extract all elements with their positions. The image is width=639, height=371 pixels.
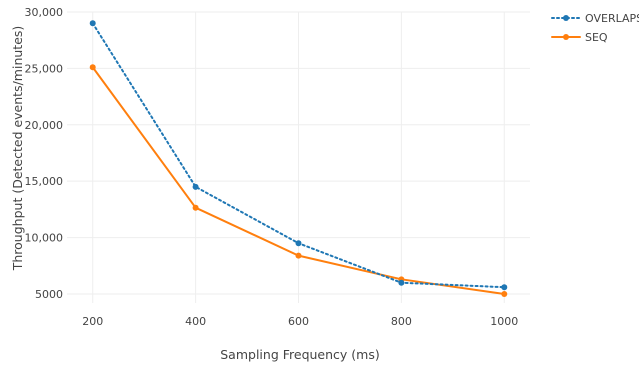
- data-point-seq: [501, 290, 508, 297]
- legend-label-overlaps: OVERLAPS: [585, 12, 639, 25]
- data-point-overlaps: [89, 20, 96, 27]
- x-tick-label: 600: [288, 315, 309, 328]
- y-axis-title: Throughput (Detected events/minutes): [10, 26, 25, 272]
- x-tick-label: 800: [391, 315, 412, 328]
- data-point-overlaps: [295, 240, 302, 247]
- x-axis-title: Sampling Frequency (ms): [220, 347, 379, 362]
- x-tick-label: 200: [82, 315, 103, 328]
- y-tick-label: 30,000: [25, 6, 64, 19]
- legend-label-seq: SEQ: [585, 31, 608, 44]
- y-tick-label: 20,000: [25, 119, 64, 132]
- legend-marker-overlaps: [563, 15, 569, 21]
- legend-marker-seq: [563, 34, 569, 40]
- data-point-seq: [295, 252, 302, 259]
- y-tick-label: 10,000: [25, 232, 64, 245]
- data-point-seq: [89, 64, 96, 71]
- x-tick-label: 400: [185, 315, 206, 328]
- x-axis-ticks: 200 400 600 800 1000: [82, 315, 518, 328]
- data-point-overlaps: [501, 284, 508, 291]
- x-tick-label: 1000: [490, 315, 518, 328]
- y-tick-label: 25,000: [25, 62, 64, 75]
- legend: OVERLAPS SEQ: [551, 12, 639, 44]
- data-point-overlaps: [192, 183, 199, 190]
- data-point-seq: [192, 204, 199, 211]
- data-point-overlaps: [398, 279, 405, 286]
- grid: [67, 11, 530, 303]
- y-axis-ticks: 5000 10,000 15,000 20,000 25,000 30,000: [25, 6, 64, 301]
- series-lines: [89, 20, 508, 297]
- y-tick-label: 5000: [35, 288, 63, 301]
- y-tick-label: 15,000: [25, 175, 64, 188]
